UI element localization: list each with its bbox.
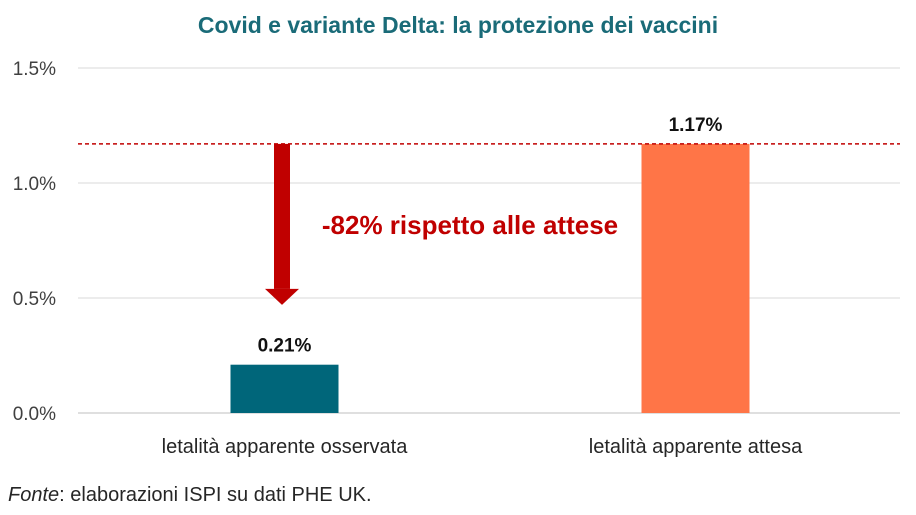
bar	[641, 143, 750, 413]
gridlines	[78, 67, 900, 414]
source-label: Fonte	[8, 484, 60, 506]
arrow-shaft	[274, 143, 290, 289]
y-tick-label: 1.5%	[13, 59, 56, 80]
arrow-head	[265, 288, 299, 305]
y-axis-ticks: 0.0% 0.5% 1.0% 1.5%	[13, 59, 56, 425]
category-label: letalità apparente osservata	[162, 436, 409, 458]
category-label: letalità apparente attesa	[589, 436, 803, 458]
data-label: 1.17%	[669, 115, 723, 136]
y-tick-label: 0.0%	[13, 404, 56, 425]
y-tick-label: 0.5%	[13, 289, 56, 310]
source-text: : elaborazioni ISPI su dati PHE UK.	[59, 484, 372, 506]
source-note: Fonte: elaborazioni ISPI su dati PHE UK.	[8, 484, 372, 507]
chart-title: Covid e variante Delta: la protezione de…	[198, 12, 718, 38]
reduction-annotation: -82% rispetto alle attese	[322, 210, 618, 240]
reference-line-group	[78, 143, 900, 305]
y-tick-label: 1.0%	[13, 174, 56, 195]
data-labels: 0.21% 1.17%	[258, 115, 723, 357]
chart: Covid e variante Delta: la protezione de…	[13, 12, 900, 458]
bar	[230, 364, 339, 413]
category-labels: letalità apparente osservata letalità app…	[162, 436, 803, 458]
bars	[230, 143, 750, 413]
data-label: 0.21%	[258, 336, 312, 357]
